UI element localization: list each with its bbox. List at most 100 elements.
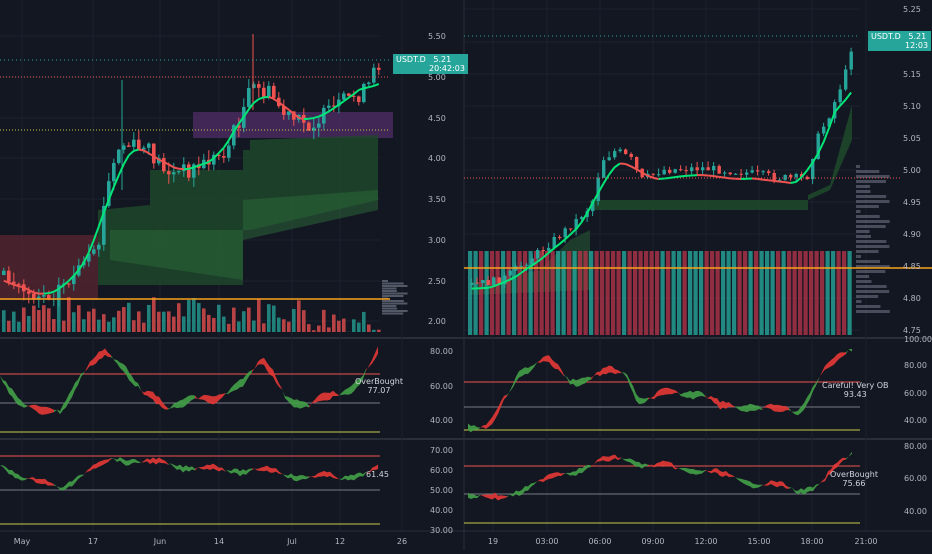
- right-ma-segment: [560, 239, 566, 244]
- right-volume-bar: [732, 251, 736, 335]
- right-volume-bar: [842, 251, 846, 335]
- left-stoch-ribbon: [111, 458, 114, 459]
- left-rsi-ribbon: [12, 389, 15, 402]
- left-rsi-ribbon: [153, 392, 156, 404]
- left-stoch-ribbon: [12, 470, 15, 478]
- left-volume-bar: [112, 317, 116, 332]
- left-stoch-ribbon: [195, 467, 198, 470]
- left-stoch-ribbon: [249, 469, 252, 472]
- left-volume-bar: [337, 321, 341, 332]
- right-stoch-ribbon: [723, 471, 726, 477]
- right-volume-bar: [677, 251, 681, 335]
- right-volume-bar: [633, 251, 637, 335]
- right-stoch-ribbon: [615, 455, 618, 460]
- left-stoch-ribbon: [117, 457, 120, 462]
- left-stoch-ribbon: [27, 478, 30, 479]
- left-volume-bar: [162, 312, 166, 332]
- left-stoch-ribbon: [84, 471, 87, 476]
- right-ma-segment: [708, 176, 714, 177]
- left-volume-bar: [147, 305, 151, 332]
- left-candle-body: [377, 68, 381, 70]
- right-stoch-ribbon: [552, 473, 555, 479]
- left-ma-segment: [119, 164, 124, 175]
- left-volume-bar: [42, 305, 46, 332]
- right-stoch-ribbon: [510, 494, 513, 496]
- left-candle-body: [137, 140, 141, 150]
- left-stoch-ribbon: [270, 468, 273, 473]
- left-time-tick: 26: [397, 537, 407, 546]
- left-rsi-ribbon: [75, 380, 78, 390]
- right-stoch-tick: 60.00: [904, 474, 927, 483]
- right-rsi-ribbon: [696, 391, 699, 398]
- right-price-tick: 4.80: [903, 294, 921, 303]
- right-badge-countdown: 12:03: [871, 41, 928, 50]
- left-rsi-ribbon: [54, 410, 57, 412]
- right-candle-body: [624, 150, 627, 154]
- left-rsi-ribbon: [33, 405, 36, 411]
- right-rsi-ribbon: [576, 379, 579, 386]
- left-stoch-ribbon: [114, 459, 117, 462]
- right-time-tick: 09:00: [641, 537, 664, 546]
- right-candle-body: [784, 175, 787, 180]
- right-volume-bar: [551, 251, 555, 335]
- left-volume-bar: [352, 319, 356, 332]
- left-rsi-ribbon: [3, 380, 6, 386]
- right-ma-segment: [670, 177, 676, 178]
- right-rsi-ribbon: [843, 352, 846, 356]
- left-volume-bar: [267, 304, 271, 332]
- right-volume-bar: [765, 251, 769, 335]
- left-volume-bar: [287, 322, 291, 332]
- right-rsi-ribbon: [723, 401, 726, 409]
- left-volume-bar: [92, 309, 96, 332]
- left-rsi-ribbon: [237, 379, 240, 389]
- left-rsi-ribbon: [267, 363, 270, 375]
- right-stoch-ribbon: [630, 459, 633, 465]
- right-stoch-ribbon: [531, 483, 534, 487]
- left-stoch-ribbon: [252, 469, 255, 470]
- right-candle-body: [520, 266, 523, 267]
- left-price-tick: 3.50: [428, 195, 446, 204]
- right-rsi-ribbon: [765, 405, 768, 408]
- left-candle-body: [372, 68, 376, 83]
- right-ma-segment: [725, 178, 731, 179]
- left-stoch-ribbon: [180, 465, 183, 473]
- right-candle-body: [619, 150, 622, 152]
- right-stoch-ribbon: [816, 484, 819, 487]
- left-rsi-ribbon: [57, 410, 60, 414]
- left-volume-bar: [192, 298, 196, 332]
- right-volume-bar: [622, 251, 626, 335]
- left-volume-bar: [247, 308, 251, 332]
- left-ma-segment: [124, 155, 129, 164]
- left-stoch-ribbon: [261, 467, 264, 471]
- left-stoch-ribbon: [81, 475, 84, 477]
- right-stoch-ribbon: [489, 494, 492, 499]
- right-candle-body: [657, 174, 660, 175]
- left-rsi-ribbon: [270, 367, 273, 377]
- right-candle-body: [470, 283, 473, 285]
- right-volume-bar: [727, 251, 731, 335]
- left-volume-bar: [137, 311, 141, 332]
- right-stoch-ribbon: [747, 480, 750, 486]
- left-volume-bar: [32, 306, 36, 332]
- left-rsi-ribbon: [150, 391, 153, 399]
- right-rsi-ribbon: [507, 391, 510, 397]
- right-rsi-ribbon: [624, 372, 627, 378]
- right-stoch-ribbon: [810, 487, 813, 492]
- left-stoch-ribbon: [66, 482, 69, 490]
- left-stoch-ribbon: [150, 457, 153, 464]
- left-stoch-ribbon: [36, 479, 39, 484]
- right-rsi-ribbon: [825, 363, 828, 370]
- left-candle-body: [362, 84, 366, 102]
- left-volume-bar: [237, 321, 241, 332]
- right-stoch-ribbon: [774, 481, 777, 487]
- left-stoch-ribbon: [240, 469, 243, 476]
- left-stoch-ribbon: [273, 468, 276, 472]
- right-stoch-ribbon: [582, 466, 585, 473]
- left-rsi-ribbon: [177, 400, 180, 408]
- left-rsi-ribbon: [141, 390, 144, 395]
- right-volume-bar: [600, 251, 604, 335]
- right-rsi-ribbon: [699, 391, 702, 396]
- right-time-tick: 12:00: [694, 537, 717, 546]
- right-candle-body: [795, 174, 798, 177]
